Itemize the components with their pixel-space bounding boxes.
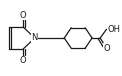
- Text: OH: OH: [107, 25, 120, 34]
- Text: O: O: [103, 44, 110, 53]
- Text: N: N: [32, 34, 38, 42]
- Text: O: O: [20, 56, 26, 65]
- Text: O: O: [20, 11, 26, 20]
